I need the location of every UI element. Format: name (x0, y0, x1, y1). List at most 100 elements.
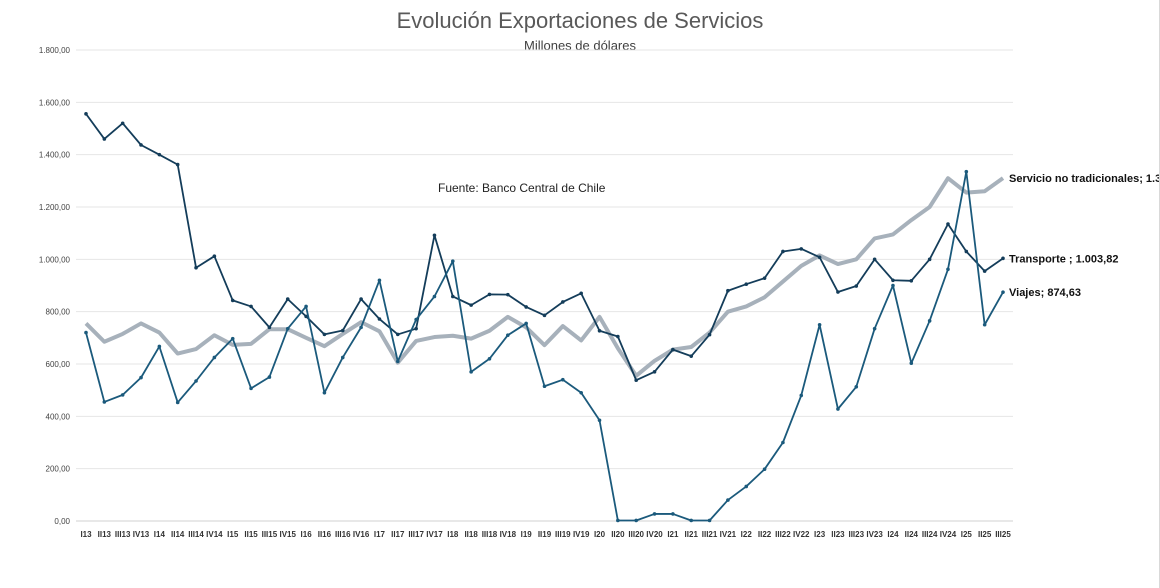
data-point (230, 298, 235, 303)
x-tick-label: I19 (521, 530, 533, 539)
data-point (872, 257, 877, 262)
data-point (175, 162, 180, 167)
data-point (469, 370, 473, 374)
data-point (506, 333, 510, 338)
data-point (139, 143, 143, 147)
data-point (249, 386, 253, 391)
data-point (982, 269, 987, 273)
x-tick-label: III13 (115, 530, 131, 539)
data-point (707, 518, 712, 523)
gridlines (76, 49, 1013, 522)
data-point (836, 407, 840, 411)
data-point (1001, 256, 1005, 261)
data-point (891, 278, 895, 283)
data-point (157, 152, 162, 157)
x-tick-label: I22 (741, 530, 753, 539)
data-point (84, 112, 88, 116)
x-tick-label: IV13 (133, 530, 150, 539)
x-tick-label: II22 (758, 530, 772, 539)
data-point (377, 317, 382, 321)
data-point (212, 355, 217, 360)
data-point (432, 294, 437, 299)
x-tick-label: I18 (447, 530, 459, 539)
data-point (762, 276, 767, 280)
x-tick-label: IV15 (280, 530, 297, 539)
data-point (891, 283, 895, 288)
data-point (194, 379, 198, 383)
x-tick-label: IV24 (940, 530, 957, 539)
data-point (817, 322, 822, 327)
data-point (285, 297, 290, 301)
data-point (597, 328, 602, 333)
data-point (854, 384, 859, 389)
data-point (194, 265, 198, 270)
data-point (340, 328, 345, 333)
x-tick-label: II24 (905, 530, 919, 539)
series-line-servicio-no-tradicionales (84, 176, 1005, 378)
x-tick-label: II20 (611, 530, 625, 539)
x-tick-label: IV19 (573, 530, 590, 539)
data-point (836, 290, 840, 294)
data-point (579, 390, 583, 395)
data-point (964, 249, 969, 254)
data-point (542, 384, 547, 389)
data-point (946, 267, 950, 272)
data-point (359, 325, 363, 330)
data-point (506, 292, 510, 297)
x-tick-label: III23 (848, 530, 864, 539)
data-point (230, 336, 235, 341)
y-tick-label: 1.600,00 (39, 98, 71, 107)
data-point (982, 322, 987, 327)
data-point (762, 467, 767, 471)
data-point (744, 484, 749, 489)
x-tick-label: IV16 (353, 530, 370, 539)
data-point (84, 330, 88, 335)
x-tick-label: III20 (628, 530, 644, 539)
data-point (854, 284, 859, 288)
x-tick-label: III22 (775, 530, 791, 539)
data-point (377, 278, 382, 283)
x-tick-label: I23 (814, 530, 826, 539)
data-point (322, 390, 327, 395)
data-point (909, 278, 914, 283)
chart-title: Evolución Exportaciones de Servicios (397, 8, 764, 33)
x-tick-label: III21 (702, 530, 718, 539)
x-axis: I13 II13 III13 IV13 I14 II14 III14 IV14 I15 II15 I… (80, 530, 1011, 539)
x-tick-label: II15 (244, 530, 258, 539)
data-point (487, 356, 492, 361)
data-point (964, 169, 969, 174)
data-point (616, 518, 620, 523)
y-tick-label: 600,00 (46, 360, 71, 369)
x-tick-label: IV21 (720, 530, 737, 539)
y-tick-label: 1.000,00 (39, 255, 71, 264)
x-tick-label: II16 (318, 530, 332, 539)
x-tick-label: III25 (995, 530, 1011, 539)
data-point (781, 249, 785, 254)
data-point (817, 255, 822, 260)
data-point (542, 313, 547, 318)
data-point (634, 518, 638, 523)
x-tick-label: III19 (555, 530, 571, 539)
y-tick-label: 200,00 (46, 465, 71, 474)
x-tick-label: II25 (978, 530, 992, 539)
source-annotation: Fuente: Banco Central de Chile (438, 181, 606, 195)
data-point (524, 305, 528, 309)
data-point (102, 137, 107, 141)
data-point (671, 512, 675, 516)
data-point (414, 326, 418, 331)
data-point (726, 498, 730, 502)
data-point (597, 418, 602, 423)
x-tick-label: I14 (154, 530, 166, 539)
data-point (267, 375, 272, 379)
x-tick-label: III24 (922, 530, 938, 539)
data-point (579, 291, 583, 296)
data-point (689, 354, 694, 358)
x-tick-label: II23 (831, 530, 845, 539)
data-point (634, 378, 638, 383)
x-tick-label: I13 (80, 530, 92, 539)
end-label: Servicio no tradicionales; 1.310,12 (1009, 173, 1160, 185)
x-tick-label: IV20 (646, 530, 663, 539)
data-point (927, 319, 932, 323)
data-point (872, 326, 877, 331)
